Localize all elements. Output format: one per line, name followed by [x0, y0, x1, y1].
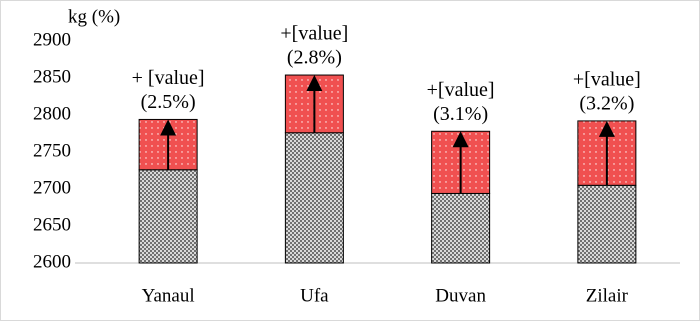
- value-annotation: +[value]: [573, 69, 641, 91]
- value-annotation: (2.5%): [141, 91, 196, 113]
- value-annotation: (3.2%): [579, 93, 634, 115]
- x-tick-label: Yanaul: [142, 285, 195, 306]
- bar-segment: [284, 132, 344, 264]
- value-annotation: (3.1%): [433, 103, 488, 125]
- y-axis-label: kg (%): [68, 6, 120, 27]
- value-annotation: + [value]: [132, 67, 205, 89]
- y-tick-label: 2900: [33, 29, 71, 50]
- x-tick-label: Zilair: [586, 285, 629, 306]
- value-annotation: (2.8%): [287, 47, 342, 69]
- value-annotation: +[value]: [280, 23, 348, 45]
- value-annotation: +[value]: [427, 79, 495, 101]
- y-tick-label: 2850: [33, 66, 71, 87]
- bar-segment: [577, 184, 637, 264]
- x-tick-label: Ufa: [300, 285, 329, 306]
- y-tick-label: 2750: [33, 140, 71, 161]
- y-tick-label: 2600: [33, 251, 71, 272]
- bar-segment: [431, 192, 491, 264]
- bar-segment: [138, 169, 198, 264]
- x-tick-label: Duvan: [435, 285, 486, 306]
- y-tick-label: 2650: [33, 214, 71, 235]
- y-tick-label: 2800: [33, 103, 71, 124]
- y-tick-label: 2700: [33, 177, 71, 198]
